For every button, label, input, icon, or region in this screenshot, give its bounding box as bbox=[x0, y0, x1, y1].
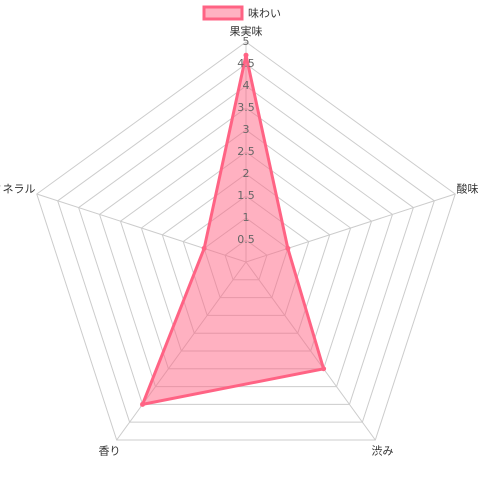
axis-label: 酸味 bbox=[457, 182, 479, 196]
tick-label: 3.5 bbox=[237, 101, 255, 114]
radar-point bbox=[321, 366, 327, 372]
grid-ring bbox=[78, 85, 414, 405]
tick-label: 2.5 bbox=[237, 145, 255, 158]
tick-label: 2 bbox=[243, 167, 250, 180]
radar-point bbox=[140, 401, 146, 407]
tick-label: 1 bbox=[243, 211, 250, 224]
tick-label: 4 bbox=[243, 79, 250, 92]
grid-ring bbox=[57, 63, 435, 423]
tick-label: 3 bbox=[243, 123, 250, 136]
grid-ring bbox=[98, 107, 394, 388]
tick-label: 4.5 bbox=[237, 57, 255, 70]
radar-point bbox=[201, 245, 207, 251]
tick-label: 0.5 bbox=[237, 233, 255, 246]
radar-area bbox=[140, 54, 326, 407]
radar-point bbox=[243, 52, 249, 58]
axis-label: ミネラル bbox=[0, 183, 35, 196]
tick-label: 1.5 bbox=[237, 189, 255, 202]
axis-label: 渋み bbox=[372, 444, 394, 457]
radar-point bbox=[285, 245, 291, 251]
grid-ring bbox=[36, 41, 456, 441]
axis-label: 香り bbox=[98, 444, 120, 457]
legend-label: 味わい bbox=[248, 7, 281, 20]
legend-swatch bbox=[202, 5, 244, 21]
tick-label: 5 bbox=[243, 35, 250, 48]
axis-label: 果実味 bbox=[230, 24, 263, 38]
